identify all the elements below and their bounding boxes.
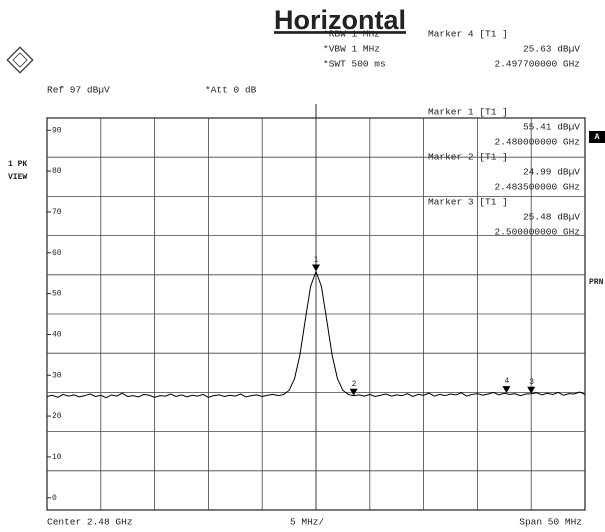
y-tick-label: 10	[52, 453, 62, 462]
marker	[527, 386, 536, 394]
y-tick-label: 70	[52, 208, 62, 217]
marker-symbol: 1	[314, 256, 319, 265]
ref-level: Ref 97 dBµV	[47, 85, 110, 96]
marker-frequency: 2.500000000 GHz	[494, 227, 580, 238]
marker-name: Marker 2 [T1 ]	[428, 152, 508, 163]
y-tick-label: 60	[52, 249, 62, 258]
marker-frequency: 2.483500000 GHz	[494, 182, 580, 193]
vbw: *VBW 1 MHz	[323, 44, 380, 55]
y-tick-label: 0	[52, 494, 57, 503]
y-tick-label: 40	[52, 331, 62, 340]
marker-frequency: 2.497700000 GHz	[494, 59, 580, 70]
attenuation: *Att 0 dB	[205, 85, 257, 96]
marker-level: 55.41 dBµV	[523, 122, 580, 133]
span: Span 50 MHz	[519, 517, 582, 528]
div-scale: 5 MHz/	[290, 517, 325, 528]
marker-name: Marker 4 [T1 ]	[428, 29, 508, 40]
trace-flag-box	[589, 131, 605, 143]
prn: PRN	[589, 278, 604, 287]
y-tick-label: 90	[52, 126, 62, 135]
rbw: *RBW 1 MHz	[323, 29, 380, 40]
trace-flag: A	[595, 133, 600, 142]
marker-frequency: 2.480000000 GHz	[494, 137, 580, 148]
marker-name: Marker 3 [T1 ]	[428, 197, 508, 208]
trace-mode: 1 PK	[8, 160, 27, 169]
y-tick-label: 50	[52, 290, 62, 299]
view: VIEW	[8, 173, 27, 182]
marker-symbol: 4	[504, 377, 509, 386]
swt: *SWT 500 ms	[323, 59, 386, 70]
center-freq: Center 2.48 GHz	[47, 517, 133, 528]
marker-symbol: 2	[352, 380, 357, 389]
marker-level: 25.63 dBµV	[523, 44, 580, 55]
rs-logo	[6, 46, 34, 74]
marker-level: 25.48 dBµV	[523, 212, 580, 223]
marker	[312, 264, 320, 272]
chart-title: Horizontal	[274, 5, 406, 35]
y-tick-label: 80	[52, 167, 62, 176]
marker	[502, 386, 511, 394]
marker	[349, 388, 358, 396]
y-tick-label: 30	[52, 371, 62, 380]
marker-level: 24.99 dBµV	[523, 167, 580, 178]
marker-name: Marker 1 [T1 ]	[428, 107, 508, 118]
marker-symbol: 3	[529, 378, 534, 387]
y-tick-label: 20	[52, 412, 62, 421]
